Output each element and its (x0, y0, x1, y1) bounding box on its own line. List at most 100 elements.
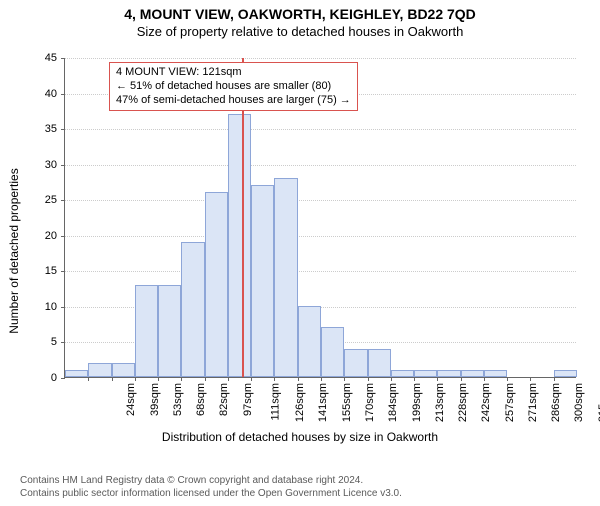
xtick-mark (205, 377, 206, 381)
histogram-bar (391, 370, 414, 377)
ytick-label: 20 (45, 230, 57, 242)
plot-area: 05101520253035404524sqm39sqm53sqm68sqm82… (64, 58, 576, 378)
xtick-mark (461, 377, 462, 381)
ytick-label: 10 (45, 301, 57, 313)
histogram-bar (65, 370, 88, 377)
histogram-bar (251, 185, 274, 377)
xtick-mark (88, 377, 89, 381)
histogram-bar (88, 363, 111, 377)
ytick-label: 45 (45, 52, 57, 64)
ytick-mark (61, 200, 65, 201)
xtick-mark (391, 377, 392, 381)
xtick-label: 24sqm (125, 383, 137, 416)
xtick-label: 228sqm (457, 383, 469, 422)
page-subtitle: Size of property relative to detached ho… (0, 24, 600, 39)
gridline (65, 129, 576, 130)
annotation-line-2: ← 51% of detached houses are smaller (80… (116, 80, 351, 94)
histogram-bar (205, 192, 228, 377)
xtick-label: 111sqm (269, 383, 281, 421)
xtick-label: 242sqm (481, 383, 493, 422)
xtick-label: 53sqm (172, 383, 184, 416)
xtick-label: 68sqm (195, 383, 207, 416)
ytick-mark (61, 342, 65, 343)
xtick-mark (298, 377, 299, 381)
xtick-label: 300sqm (574, 383, 586, 422)
xtick-mark (437, 377, 438, 381)
annotation-line-3: 47% of semi-detached houses are larger (… (116, 94, 351, 108)
xtick-mark (158, 377, 159, 381)
histogram-bar (112, 363, 135, 377)
y-axis-label: Number of detached properties (7, 168, 21, 333)
gridline (65, 165, 576, 166)
histogram-bar (321, 327, 344, 377)
ytick-mark (61, 307, 65, 308)
xtick-mark (368, 377, 369, 381)
gridline (65, 271, 576, 272)
xtick-label: 199sqm (411, 383, 423, 422)
xtick-mark (135, 377, 136, 381)
histogram-bar (135, 285, 158, 377)
xtick-mark (507, 377, 508, 381)
footnote-line-1: Contains HM Land Registry data © Crown c… (20, 475, 402, 488)
xtick-mark (228, 377, 229, 381)
ytick-mark (61, 165, 65, 166)
xtick-label: 271sqm (527, 383, 539, 422)
x-axis-label: Distribution of detached houses by size … (162, 430, 438, 444)
histogram-bar (414, 370, 437, 377)
histogram-bar (368, 349, 391, 377)
histogram-bar (437, 370, 460, 377)
histogram-bar (158, 285, 181, 377)
ytick-label: 40 (45, 88, 57, 100)
chart-container: Number of detached properties 0510152025… (20, 58, 580, 444)
ytick-label: 15 (45, 265, 57, 277)
xtick-label: 213sqm (434, 383, 446, 422)
histogram-bar (554, 370, 577, 377)
histogram-bar (181, 242, 204, 377)
ytick-mark (61, 271, 65, 272)
histogram-bar (228, 114, 251, 377)
xtick-mark (554, 377, 555, 381)
ytick-mark (61, 94, 65, 95)
xtick-mark (181, 377, 182, 381)
xtick-mark (112, 377, 113, 381)
xtick-mark (484, 377, 485, 381)
ytick-label: 5 (51, 336, 57, 348)
xtick-mark (344, 377, 345, 381)
xtick-mark (414, 377, 415, 381)
xtick-label: 82sqm (218, 383, 230, 416)
histogram-bar (274, 178, 297, 377)
ytick-mark (61, 236, 65, 237)
ytick-mark (61, 378, 65, 379)
histogram-bar (344, 349, 367, 377)
histogram-bar (461, 370, 484, 377)
xtick-mark (530, 377, 531, 381)
gridline (65, 236, 576, 237)
xtick-label: 286sqm (550, 383, 562, 422)
xtick-mark (251, 377, 252, 381)
annotation-line-1: 4 MOUNT VIEW: 121sqm (116, 66, 351, 80)
ytick-mark (61, 58, 65, 59)
xtick-label: 141sqm (318, 383, 330, 422)
histogram-bar (484, 370, 507, 377)
xtick-label: 97sqm (242, 383, 254, 416)
ytick-label: 35 (45, 123, 57, 135)
ytick-mark (61, 129, 65, 130)
annotation-box: 4 MOUNT VIEW: 121sqm ← 51% of detached h… (109, 62, 358, 111)
xtick-mark (321, 377, 322, 381)
xtick-mark (274, 377, 275, 381)
xtick-label: 257sqm (504, 383, 516, 422)
page-title: 4, MOUNT VIEW, OAKWORTH, KEIGHLEY, BD22 … (0, 6, 600, 22)
ytick-label: 0 (51, 372, 57, 384)
footnote-line-2: Contains public sector information licen… (20, 488, 402, 501)
ytick-label: 30 (45, 159, 57, 171)
footnote: Contains HM Land Registry data © Crown c… (20, 475, 402, 500)
gridline (65, 58, 576, 59)
xtick-label: 155sqm (341, 383, 353, 422)
xtick-label: 170sqm (364, 383, 376, 422)
xtick-label: 126sqm (294, 383, 306, 422)
histogram-bar (298, 306, 321, 377)
xtick-label: 39sqm (149, 383, 161, 416)
gridline (65, 200, 576, 201)
xtick-label: 184sqm (387, 383, 399, 422)
ytick-label: 25 (45, 194, 57, 206)
